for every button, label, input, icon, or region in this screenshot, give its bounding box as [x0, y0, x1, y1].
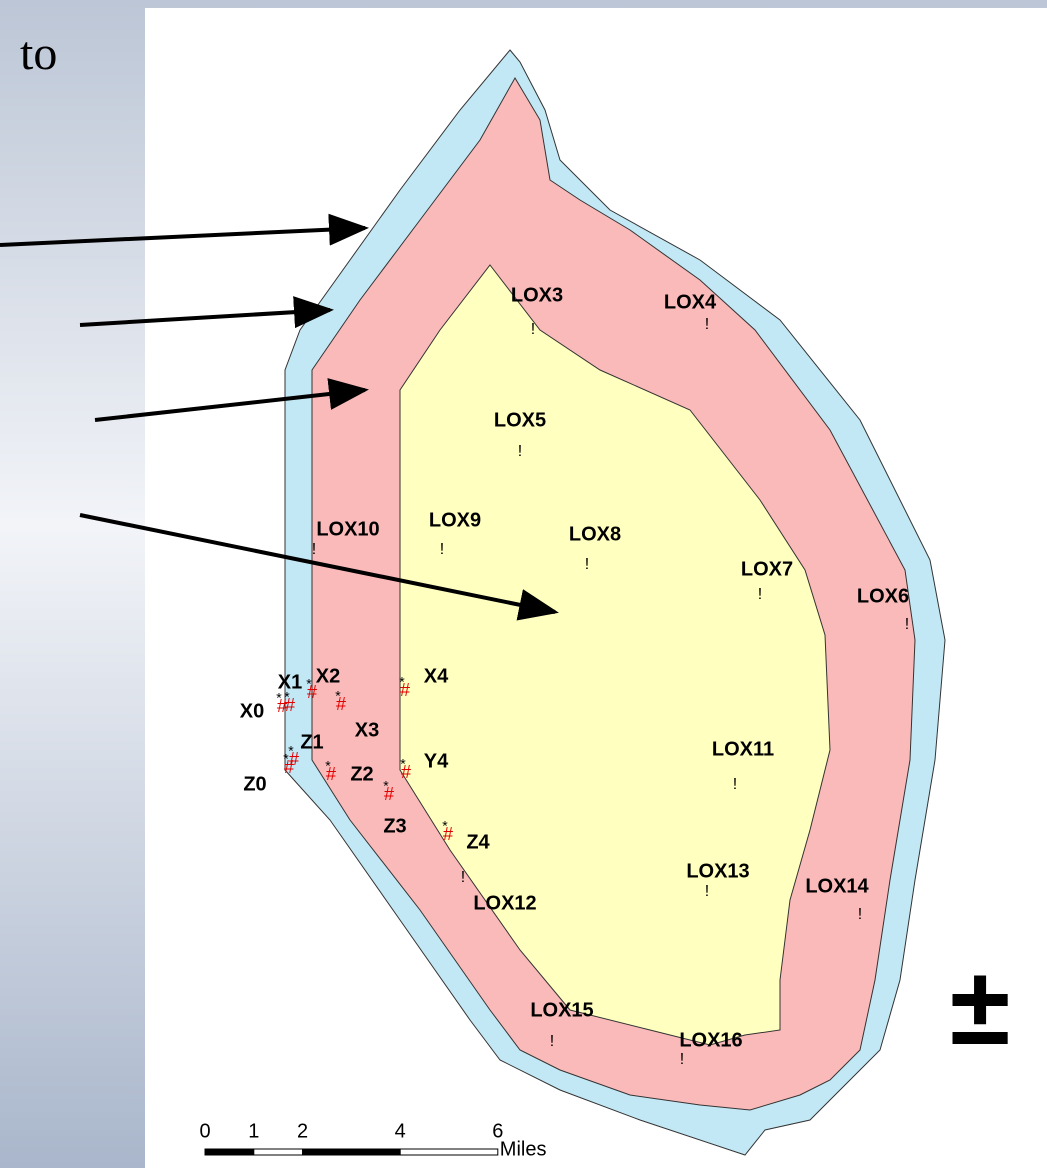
station-label: LOX8 — [569, 523, 621, 545]
sample-label: Z0 — [243, 773, 266, 795]
sample-label: X0 — [240, 700, 264, 722]
station-marker: ! — [585, 556, 589, 573]
sample-point: * — [276, 690, 282, 706]
sample-point: * — [283, 751, 289, 767]
sample-marker: # — [400, 680, 410, 700]
scale-tick-label: 2 — [297, 1120, 308, 1142]
sample-marker: # — [443, 824, 453, 844]
sample-point: * — [400, 756, 406, 772]
sample-marker: # — [285, 695, 295, 715]
scale-tick-label: 4 — [395, 1120, 406, 1142]
scale-segment — [302, 1148, 401, 1156]
sample-label: X3 — [355, 719, 379, 741]
station-marker: ! — [531, 321, 535, 338]
station-label: LOX15 — [530, 999, 593, 1021]
sample-marker: # — [307, 682, 317, 702]
sample-point: * — [284, 689, 290, 705]
station-marker: ! — [858, 906, 862, 923]
sample-point: * — [306, 676, 312, 692]
sample-label: Z4 — [466, 831, 490, 853]
sample-point: * — [335, 688, 341, 704]
north-symbol: ± — [950, 945, 1010, 1068]
sample-label: X4 — [424, 665, 449, 687]
station-marker: ! — [680, 1051, 684, 1068]
station-marker: ! — [705, 316, 709, 333]
pointer-arrow — [79, 513, 559, 621]
station-marker: ! — [733, 776, 737, 793]
scale-segment — [253, 1148, 304, 1156]
sample-label: Z1 — [300, 731, 323, 753]
station-label: LOX11 — [712, 738, 774, 760]
scale-tick-label: 6 — [492, 1120, 503, 1142]
slide-text: to — [20, 27, 57, 80]
scale-tick-label: 0 — [199, 1120, 210, 1142]
sample-label: X2 — [316, 665, 340, 687]
sample-marker: # — [326, 764, 336, 784]
pointer-arrow — [94, 378, 369, 422]
sample-label: Z2 — [350, 763, 373, 785]
station-label: LOX4 — [664, 291, 717, 313]
station-label: LOX9 — [429, 509, 481, 531]
sample-marker: # — [284, 757, 294, 777]
scale-segment — [204, 1148, 255, 1156]
pointer-arrow — [79, 296, 334, 329]
sample-marker: # — [289, 749, 299, 769]
station-marker: ! — [461, 869, 465, 886]
station-label: LOX14 — [805, 875, 869, 897]
station-marker: ! — [758, 586, 762, 603]
station-marker: ! — [550, 1033, 554, 1050]
inner-zone — [399, 264, 831, 1046]
sample-point: * — [288, 743, 294, 759]
station-label: LOX3 — [511, 284, 563, 306]
sample-marker: # — [277, 696, 287, 716]
station-label: LOX13 — [686, 860, 749, 882]
sample-label: X1 — [278, 671, 302, 693]
station-marker: ! — [312, 541, 316, 558]
station-marker: ! — [518, 443, 522, 460]
station-label: LOX7 — [741, 558, 793, 580]
station-marker: ! — [905, 616, 909, 633]
station-label: LOX12 — [473, 892, 536, 914]
station-marker: ! — [705, 883, 709, 900]
sample-point: * — [442, 818, 448, 834]
scale-unit: Miles — [500, 1138, 547, 1160]
station-label: LOX6 — [857, 585, 909, 607]
sample-point: * — [325, 758, 331, 774]
sample-point: * — [383, 778, 389, 794]
station-marker: ! — [440, 541, 444, 558]
scale-tick-label: 1 — [248, 1120, 259, 1142]
sample-point: * — [399, 674, 405, 690]
pointer-arrow — [0, 213, 369, 247]
station-label: LOX16 — [679, 1029, 742, 1051]
sample-marker: # — [384, 784, 394, 804]
station-label: LOX5 — [494, 409, 546, 431]
sample-marker: # — [401, 762, 411, 782]
scale-segment — [399, 1148, 499, 1156]
sample-label: Y4 — [424, 750, 449, 772]
sample-label: Z3 — [383, 815, 406, 837]
sample-marker: # — [336, 694, 346, 714]
station-label: LOX10 — [316, 518, 379, 540]
